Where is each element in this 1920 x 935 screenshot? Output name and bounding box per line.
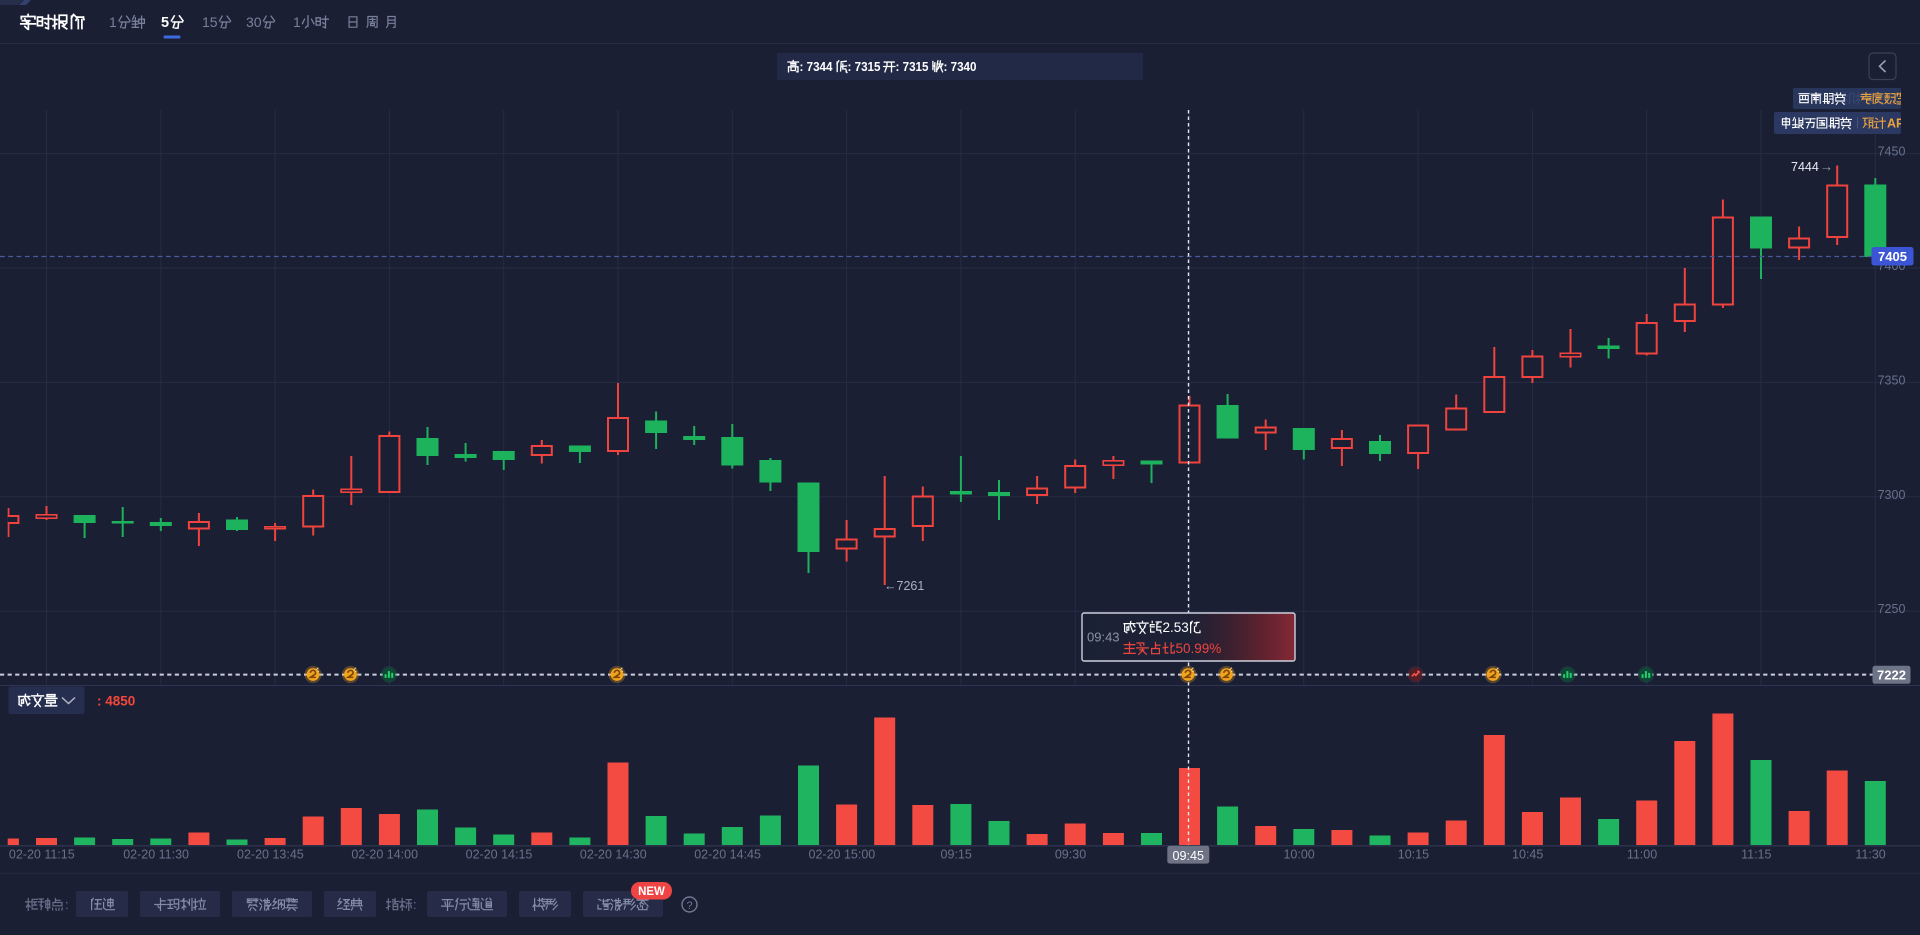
svg-text:30: 30 bbox=[246, 14, 262, 30]
svg-text:10:00: 10:00 bbox=[1283, 848, 1314, 862]
svg-text:7222: 7222 bbox=[1877, 668, 1906, 683]
svg-text:: 7315: : 7315 bbox=[848, 60, 881, 74]
svg-text:: 7340: : 7340 bbox=[944, 60, 977, 74]
svg-text:←7261: ←7261 bbox=[884, 579, 924, 593]
svg-text:: 7315: : 7315 bbox=[896, 60, 929, 74]
svg-text:02-20 11:15: 02-20 11:15 bbox=[9, 848, 75, 862]
svg-text:10:45: 10:45 bbox=[1512, 848, 1543, 862]
svg-text:AP: AP bbox=[1887, 117, 1904, 131]
svg-text:7450: 7450 bbox=[1878, 145, 1906, 159]
svg-text:02-20 14:15: 02-20 14:15 bbox=[466, 848, 533, 862]
svg-text:NEW: NEW bbox=[638, 886, 665, 898]
svg-text:1: 1 bbox=[109, 14, 117, 30]
svg-text:09:30: 09:30 bbox=[1055, 848, 1086, 862]
svg-text::: : bbox=[413, 897, 417, 912]
svg-text::: : bbox=[65, 897, 69, 912]
svg-text:7350: 7350 bbox=[1878, 373, 1906, 387]
svg-text:11:15: 11:15 bbox=[1741, 848, 1771, 862]
svg-text:: 7344: : 7344 bbox=[800, 60, 833, 74]
svg-text:11:30: 11:30 bbox=[1855, 848, 1885, 862]
svg-text:02-20 14:00: 02-20 14:00 bbox=[351, 848, 418, 862]
svg-text:7405: 7405 bbox=[1878, 249, 1907, 264]
svg-text:11:00: 11:00 bbox=[1627, 848, 1657, 862]
svg-text:: 4850: : 4850 bbox=[97, 694, 135, 709]
svg-text:7250: 7250 bbox=[1878, 602, 1906, 616]
svg-text:15: 15 bbox=[202, 14, 218, 30]
svg-text:09:45: 09:45 bbox=[1173, 849, 1205, 863]
svg-text:10:15: 10:15 bbox=[1398, 848, 1429, 862]
svg-text:09:43: 09:43 bbox=[1087, 630, 1120, 645]
svg-text:→: → bbox=[1820, 159, 1834, 174]
svg-text:7444: 7444 bbox=[1791, 160, 1819, 174]
svg-text:?: ? bbox=[686, 900, 692, 912]
svg-text:2.53: 2.53 bbox=[1163, 620, 1189, 635]
svg-text:02-20 11:30: 02-20 11:30 bbox=[123, 848, 189, 862]
svg-text:1: 1 bbox=[293, 14, 301, 30]
svg-text:02-20 14:30: 02-20 14:30 bbox=[580, 848, 647, 862]
svg-text:50.99%: 50.99% bbox=[1176, 641, 1222, 656]
svg-text:7300: 7300 bbox=[1878, 488, 1906, 502]
svg-text:02-20 15:00: 02-20 15:00 bbox=[809, 848, 876, 862]
svg-text:09:15: 09:15 bbox=[941, 848, 972, 862]
svg-text:02-20 14:45: 02-20 14:45 bbox=[694, 848, 761, 862]
svg-text:5: 5 bbox=[161, 15, 169, 31]
svg-text:02-20 13:45: 02-20 13:45 bbox=[237, 848, 304, 862]
